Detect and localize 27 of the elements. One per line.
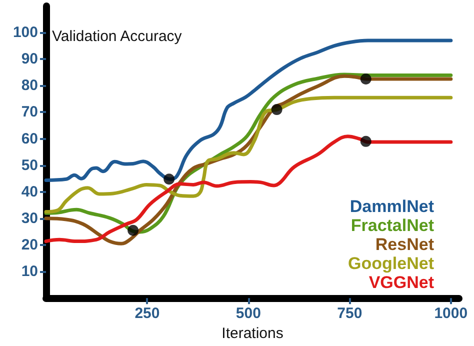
y-axis-title: Validation Accuracy xyxy=(52,28,182,45)
y-tick-label: 60 xyxy=(21,130,38,148)
y-tick-label: 20 xyxy=(21,236,38,254)
text: ResNet xyxy=(375,235,434,254)
x-tick-label: 500 xyxy=(236,305,261,322)
y-tick-label: 50 xyxy=(21,156,38,174)
point xyxy=(128,224,139,236)
x-axis-title: Iterations xyxy=(222,325,284,342)
y-tick-label: 100 xyxy=(12,24,38,42)
text: VGGNet xyxy=(368,273,434,292)
point xyxy=(164,174,175,185)
x-tick-label: 250 xyxy=(134,305,160,322)
text: DammlNet xyxy=(350,197,434,216)
line-series xyxy=(44,96,453,214)
y-tick-label: 30 xyxy=(21,210,38,227)
y-tick-label: 40 xyxy=(21,183,38,200)
text: GoogleNet xyxy=(348,254,434,273)
y-tick-label: 90 xyxy=(21,50,38,68)
y-tick-label: 70 xyxy=(21,104,38,121)
y-tick-label: 10 xyxy=(21,263,38,280)
point xyxy=(360,74,372,85)
x-tick-label: 750 xyxy=(337,305,362,322)
x-tick-label: 1000 xyxy=(434,305,468,322)
point xyxy=(360,136,372,147)
text: FractalNet xyxy=(350,216,434,235)
point xyxy=(271,104,282,116)
y-tick-label: 80 xyxy=(21,77,38,94)
